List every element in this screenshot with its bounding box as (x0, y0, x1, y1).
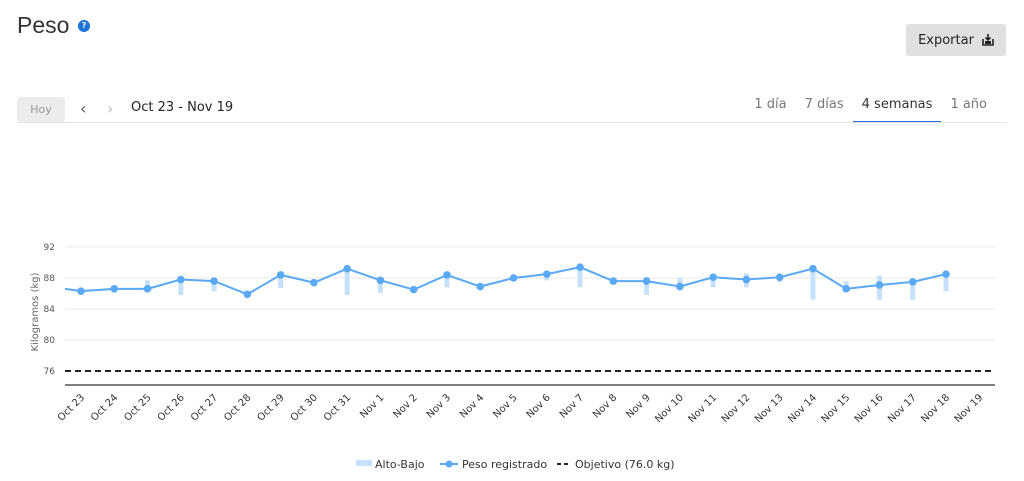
x-tick-label: Oct 26 (156, 392, 187, 423)
x-tick-label: Nov 10 (653, 392, 686, 425)
x-tick-label: Nov 6 (525, 392, 553, 420)
data-point (409, 285, 418, 294)
data-point (809, 264, 817, 273)
y-tick-label: 88 (44, 274, 56, 284)
data-point (243, 290, 252, 299)
x-tick-label: Nov 14 (786, 392, 819, 425)
tab-1-dia[interactable]: 1 día (754, 97, 787, 112)
data-point (842, 285, 851, 293)
data-point (276, 271, 285, 279)
data-point (542, 270, 551, 278)
legend-point-swatch (445, 460, 453, 468)
x-tick-label: Oct 24 (89, 392, 120, 423)
data-point (110, 285, 119, 293)
tab-7-dias[interactable]: 7 días (804, 97, 844, 112)
x-tick-label: Nov 15 (820, 392, 853, 425)
x-tick-label: Nov 11 (686, 392, 719, 425)
data-point (343, 264, 351, 273)
date-range: Oct 23 - Nov 19 (131, 100, 234, 115)
today-button[interactable]: Hoy (17, 97, 65, 122)
divider (17, 122, 1007, 123)
x-tick-label: Oct 30 (289, 392, 320, 423)
data-point (77, 287, 85, 295)
x-tick-label: Nov 1 (358, 392, 386, 420)
x-tick-label: Nov 13 (753, 392, 786, 425)
x-tick-label: Nov 4 (458, 392, 486, 420)
x-tick-label: Nov 19 (953, 392, 986, 425)
x-tick-label: Nov 18 (919, 392, 952, 425)
export-button[interactable]: Exportar (906, 24, 1006, 56)
x-tick-label: Nov 3 (425, 392, 453, 420)
export-icon (982, 34, 994, 46)
data-point (376, 276, 385, 285)
data-point (509, 274, 518, 282)
export-label: Exportar (918, 32, 974, 48)
data-point (642, 277, 651, 285)
tab-1-ano[interactable]: 1 año (950, 97, 987, 112)
page-title: Peso (17, 12, 70, 38)
y-tick-label: 84 (44, 305, 56, 315)
legend-label: Objetivo (76.0 kg) (575, 458, 675, 471)
chevron-left-icon[interactable]: ‹ (80, 99, 87, 118)
weight-line (64, 266, 947, 296)
y-tick-label: 80 (44, 336, 56, 346)
x-tick-label: Nov 17 (886, 392, 919, 425)
x-tick-label: Oct 31 (322, 392, 353, 423)
data-point (143, 285, 152, 293)
x-tick-label: Nov 9 (624, 392, 652, 420)
data-point (210, 277, 218, 285)
x-tick-label: Oct 25 (122, 392, 153, 423)
legend-range-swatch (356, 460, 372, 466)
data-point (775, 273, 784, 282)
x-tick-label: Nov 8 (591, 392, 619, 420)
data-point (875, 281, 884, 289)
help-icon[interactable]: ? (78, 20, 90, 32)
data-point (177, 275, 185, 284)
x-tick-label: Oct 23 (56, 392, 87, 423)
data-point (443, 271, 451, 279)
x-tick-label: Oct 28 (222, 392, 253, 423)
x-tick-label: Nov 12 (720, 392, 753, 425)
data-point (676, 282, 684, 291)
y-tick-label: 76 (44, 367, 56, 377)
data-point (742, 275, 751, 284)
data-point (576, 263, 584, 271)
data-point (709, 273, 717, 282)
x-tick-label: Nov 16 (853, 392, 886, 425)
legend-label: Peso registrado (462, 458, 547, 471)
x-tick-label: Nov 7 (558, 392, 586, 420)
legend-label: Alto-Bajo (375, 458, 425, 471)
data-point (609, 277, 618, 285)
x-tick-label: Nov 5 (491, 392, 519, 420)
y-axis-label: Kilogramos (kg) (30, 272, 41, 351)
x-tick-label: Oct 27 (189, 392, 220, 423)
y-tick-label: 92 (44, 243, 55, 253)
data-point (908, 278, 917, 286)
chevron-right-icon[interactable]: › (107, 99, 114, 118)
x-tick-label: Oct 29 (255, 392, 286, 423)
data-point (310, 278, 318, 287)
range-tabs: 1 día 7 días 4 semanas 1 año (745, 97, 996, 123)
x-tick-label: Nov 2 (391, 392, 419, 420)
data-point (476, 282, 485, 291)
data-point (942, 270, 950, 278)
